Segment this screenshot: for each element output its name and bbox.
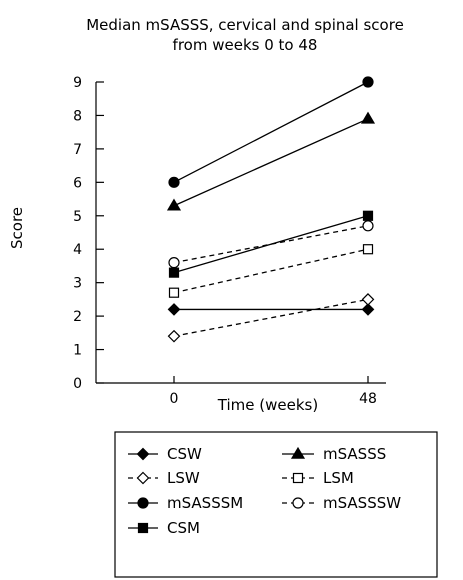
y-tick-label: 6 [73,175,82,191]
y-tick-label: 7 [73,142,82,158]
series-point-lsw-0 [167,329,181,343]
series-line-csm [173,215,369,274]
series-line-lsm [173,248,369,294]
series-point-csw-1 [361,303,375,316]
series-point-lsm-0 [168,287,180,298]
series-line-msasssm [173,81,369,183]
legend-box [114,431,438,578]
series-lines [173,81,369,337]
legend-marker-msasss [290,446,306,459]
x-axis-label: Time (weeks) [217,396,318,414]
series-point-csm-0 [168,267,180,278]
legend: CSW mSASSS LSW LSM mSASSSM mSASSSW CSM [114,431,438,578]
series-point-msasssm-1 [362,76,374,88]
series-point-lsm-1 [362,244,374,255]
series-point-csm-1 [362,210,374,221]
legend-marker-lsm [292,472,304,484]
series-point-msasssw-1 [362,220,374,232]
y-tick-label: 2 [73,309,82,325]
legend-marker-msasssm [137,497,149,509]
series-point-msasssw-0 [168,257,180,269]
legend-label-csw: CSW [167,445,202,463]
legend-marker-csm [137,522,149,534]
legend-label-msasss: mSASSS [323,445,386,463]
x-tick-label: 48 [359,391,377,407]
series-point-csw-0 [167,303,181,316]
series-line-lsw [173,298,369,337]
legend-label-msasssm: mSASSSM [167,494,243,512]
legend-label-lsw: LSW [167,469,200,487]
series-line-msasssw [173,225,369,264]
y-tick-label: 8 [73,108,82,124]
series-point-msasssm-0 [168,176,180,188]
legend-label-msasssw: mSASSSW [323,494,401,512]
series-point-msasss-0 [166,198,182,211]
y-tick-label: 5 [73,209,82,225]
y-tick-label: 3 [73,276,82,292]
y-tick-label: 4 [73,242,82,258]
x-tick-label: 0 [170,391,179,407]
series-markers [166,76,376,343]
y-tick-label: 1 [73,343,82,359]
chart-title-line-2: from weeks 0 to 48 [173,36,318,54]
series-point-msasss-1 [360,111,376,124]
legend-label-lsm: LSM [323,469,354,487]
legend-marker-lsw [136,471,150,485]
chart-title-line-1: Median mSASSS, cervical and spinal score [86,16,404,34]
axes: 0 1 2 3 4 5 6 7 8 9 0 48 [73,75,386,407]
legend-marker-msasssw [292,497,304,509]
y-axis-label: Score [8,207,26,249]
y-tick-label: 9 [73,75,82,91]
series-point-lsw-1 [361,293,375,306]
y-tick-label: 0 [73,376,82,392]
series-line-msasss [173,118,369,207]
legend-marker-csw [136,447,150,461]
legend-label-csm: CSM [167,519,200,537]
